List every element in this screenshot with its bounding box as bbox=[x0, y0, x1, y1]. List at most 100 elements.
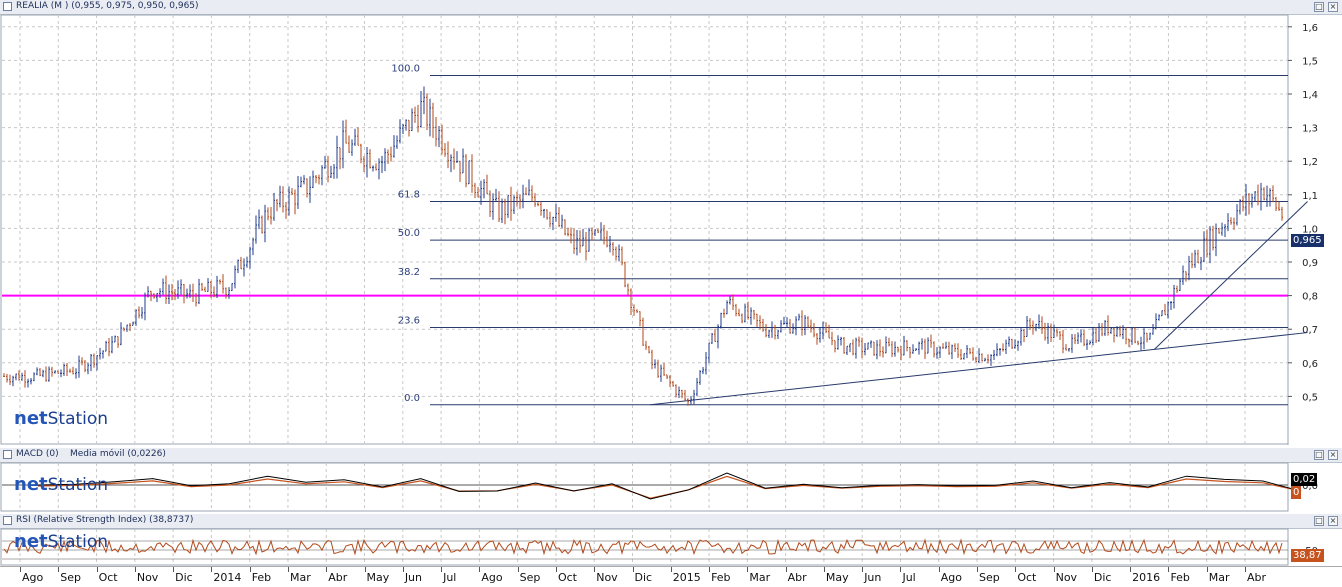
month-label: Nov bbox=[596, 571, 618, 584]
month-tick bbox=[173, 567, 175, 572]
y-tick-label: 0,7 bbox=[1302, 325, 1318, 336]
month-label: Sep bbox=[979, 571, 1000, 584]
month-tick bbox=[1245, 567, 1246, 572]
macd-panel: MACD (0) Media móvil (0,0226) □ × 0,0 ne… bbox=[0, 448, 1342, 512]
rsi-panel: RSI (Relative Strength Index) (38,8737) … bbox=[0, 514, 1342, 566]
price-chart[interactable]: 1,6 1,5 1,4 1,3 1,2 1,1 1,0 0,9 0,8 0,7 0,6 0,5 100.… bbox=[0, 0, 1342, 446]
month-label: 2014 bbox=[213, 571, 242, 584]
y-tick-label: 0,5 bbox=[1302, 392, 1318, 403]
panel-icon[interactable] bbox=[3, 450, 12, 459]
trend-line bbox=[650, 332, 1308, 406]
month-label: Jul bbox=[443, 571, 457, 584]
month-label: Sep bbox=[60, 571, 82, 584]
month-tick bbox=[938, 567, 940, 572]
month-label: Jun bbox=[864, 571, 882, 584]
month-tick bbox=[709, 567, 711, 572]
month-tick bbox=[211, 567, 213, 572]
month-tick bbox=[517, 567, 519, 572]
maximize-icon[interactable]: □ bbox=[1314, 516, 1324, 526]
y-tick-label: 1,1 bbox=[1302, 191, 1318, 202]
month-label: 2015 bbox=[672, 571, 701, 584]
plot-area bbox=[0, 14, 1289, 445]
month-tick bbox=[900, 567, 902, 572]
rsi-value-badge: 38,87 bbox=[1291, 549, 1324, 562]
panel-icon[interactable] bbox=[3, 516, 12, 525]
month-label: Ago bbox=[940, 571, 962, 584]
maximize-icon[interactable]: □ bbox=[1314, 2, 1324, 12]
plot-area bbox=[0, 528, 1289, 566]
month-label: Mar bbox=[749, 571, 771, 584]
netstation-logo: netStation bbox=[14, 474, 109, 495]
time-axis[interactable]: Ago Sep Oct Nov Dic 2014 Feb Mar Abr May Jun Jul Ago… bbox=[0, 566, 1342, 587]
month-tick bbox=[1053, 567, 1055, 572]
month-tick bbox=[747, 567, 749, 572]
maximize-icon[interactable]: □ bbox=[1314, 450, 1324, 460]
macd-chart[interactable]: 0,0 bbox=[0, 448, 1342, 512]
close-icon[interactable]: × bbox=[1328, 2, 1338, 12]
netstation-logo: netStation bbox=[14, 408, 109, 429]
month-label: Feb bbox=[1170, 571, 1190, 584]
month-tick bbox=[96, 567, 98, 572]
month-tick bbox=[287, 567, 289, 572]
month-tick bbox=[555, 567, 557, 572]
y-tick-label: 1,2 bbox=[1302, 157, 1318, 168]
close-icon[interactable]: × bbox=[1328, 516, 1338, 526]
y-tick-label: 0,9 bbox=[1302, 258, 1318, 269]
month-label: Mar bbox=[1208, 571, 1230, 584]
month-tick bbox=[1168, 567, 1170, 572]
y-tick-label: 1,0 bbox=[1302, 224, 1318, 235]
month-tick bbox=[977, 567, 979, 572]
month-label: Abr bbox=[787, 571, 807, 584]
fib-label: 100.0 bbox=[391, 64, 420, 75]
macd-panel-title: MACD (0) bbox=[16, 449, 59, 459]
fib-label: 0.0 bbox=[404, 393, 420, 404]
netstation-logo: netStation bbox=[14, 531, 109, 552]
month-tick bbox=[1130, 567, 1132, 572]
month-label: Feb bbox=[711, 571, 731, 584]
month-label: Nov bbox=[136, 571, 159, 584]
month-label: Feb bbox=[251, 571, 272, 584]
month-tick bbox=[326, 567, 328, 572]
month-tick bbox=[632, 567, 634, 572]
month-tick bbox=[785, 567, 787, 572]
fib-label: 61.8 bbox=[398, 190, 420, 201]
month-label: Jul bbox=[902, 571, 916, 584]
month-label: Dic bbox=[634, 571, 653, 584]
price-panel: REALIA (M ) (0,955, 0,975, 0,950, 0,965)… bbox=[0, 0, 1342, 446]
month-tick bbox=[134, 567, 136, 572]
month-label: Sep bbox=[519, 571, 541, 584]
month-label: May bbox=[825, 571, 849, 584]
y-tick-label: 1,4 bbox=[1302, 90, 1318, 101]
close-icon[interactable]: × bbox=[1328, 450, 1338, 460]
y-tick-label: 1,6 bbox=[1302, 23, 1318, 34]
month-label: Abr bbox=[1247, 571, 1267, 584]
month-label: Dic bbox=[1093, 571, 1112, 584]
panel-icon[interactable] bbox=[3, 2, 12, 11]
trend-line bbox=[1154, 201, 1308, 350]
month-label: Dic bbox=[175, 571, 193, 584]
price-panel-title: REALIA (M ) (0,955, 0,975, 0,950, 0,965) bbox=[16, 1, 199, 11]
month-label: Jun bbox=[404, 571, 422, 584]
month-label: Abr bbox=[328, 571, 348, 584]
month-tick bbox=[364, 567, 366, 572]
month-tick bbox=[1206, 567, 1208, 572]
rsi-line bbox=[3, 538, 1283, 556]
month-label: Ago bbox=[481, 571, 503, 584]
month-tick bbox=[862, 567, 864, 572]
month-label: May bbox=[366, 571, 390, 584]
month-tick bbox=[20, 567, 21, 572]
fib-label: 50.0 bbox=[398, 228, 420, 239]
rsi-chart[interactable]: 50 bbox=[0, 514, 1342, 566]
month-label: 2016 bbox=[1132, 571, 1161, 584]
month-tick bbox=[670, 567, 672, 572]
month-tick bbox=[594, 567, 596, 572]
month-tick bbox=[249, 567, 251, 572]
y-tick-label: 1,3 bbox=[1302, 124, 1318, 135]
month-tick bbox=[402, 567, 404, 572]
y-tick-label: 1,5 bbox=[1302, 56, 1318, 67]
month-tick bbox=[441, 567, 443, 572]
macd-line bbox=[37, 472, 1302, 500]
month-tick bbox=[58, 567, 60, 572]
month-label: Oct bbox=[557, 571, 577, 584]
month-tick bbox=[1015, 567, 1017, 572]
